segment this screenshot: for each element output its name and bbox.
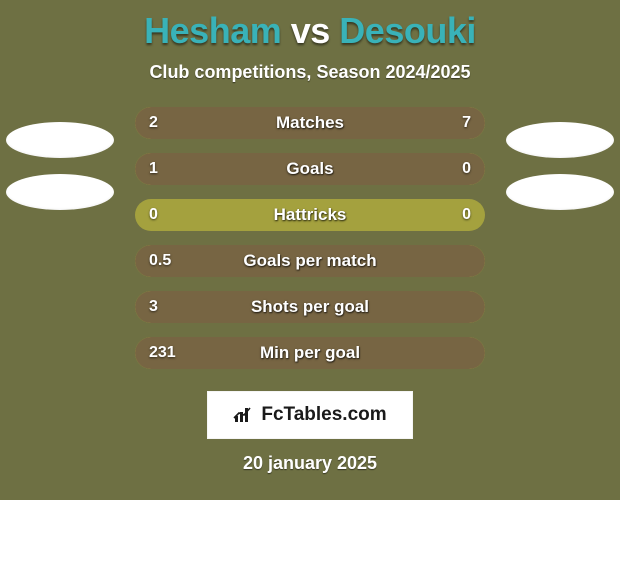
subtitle: Club competitions, Season 2024/2025 <box>0 62 620 83</box>
stat-label: Matches <box>135 107 485 139</box>
stat-row: 3Shots per goal <box>135 291 485 323</box>
player1-photo-placeholder <box>6 122 114 158</box>
player2-name: Desouki <box>339 10 476 51</box>
player1-photo-placeholder <box>6 174 114 210</box>
logo-text: FcTables.com <box>261 404 386 426</box>
date-label: 20 january 2025 <box>0 453 620 474</box>
stat-row: 0.5Goals per match <box>135 245 485 277</box>
stat-label: Hattricks <box>135 199 485 231</box>
player2-photo-placeholder <box>506 174 614 210</box>
player2-photo-placeholder <box>506 122 614 158</box>
stat-label: Goals per match <box>135 245 485 277</box>
stat-bars: 27Matches 10Goals 00Hattricks 0.5Goals per … <box>135 107 485 369</box>
bar-chart-icon <box>233 406 255 424</box>
stat-label: Min per goal <box>135 337 485 369</box>
stat-label: Shots per goal <box>135 291 485 323</box>
fctables-logo: FcTables.com <box>207 391 413 439</box>
player1-name: Hesham <box>144 10 281 51</box>
stat-row: 10Goals <box>135 153 485 185</box>
stat-row: 27Matches <box>135 107 485 139</box>
vs-label: vs <box>291 10 330 51</box>
stat-row: 00Hattricks <box>135 199 485 231</box>
stat-label: Goals <box>135 153 485 185</box>
comparison-title: Hesham vs Desouki <box>0 10 620 52</box>
comparison-card: Hesham vs Desouki Club competitions, Sea… <box>0 0 620 500</box>
stat-row: 231Min per goal <box>135 337 485 369</box>
